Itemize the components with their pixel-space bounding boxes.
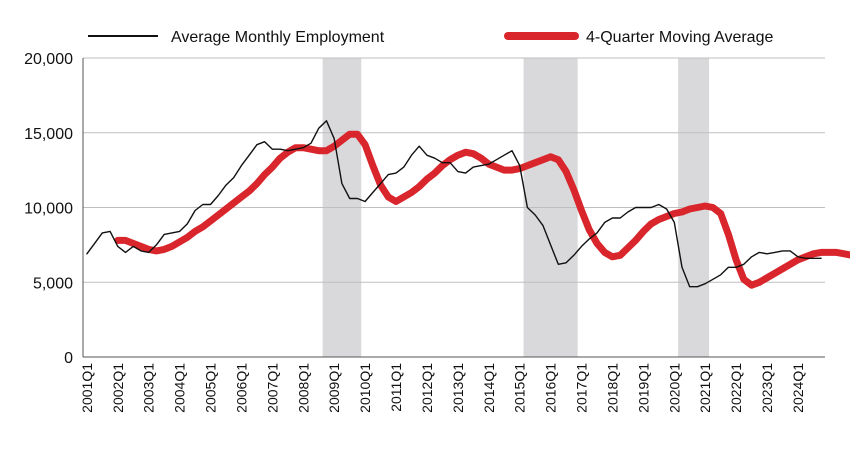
x-tick-label: 2012Q1 (419, 363, 435, 413)
y-tick-label: 10,000 (24, 201, 73, 218)
x-tick-label: 2010Q1 (357, 363, 373, 413)
x-tick-label: 2008Q1 (295, 363, 311, 413)
x-tick-label: 2011Q1 (388, 363, 404, 412)
x-tick-label: 2016Q1 (543, 363, 559, 413)
legend: Average Monthly Employment 4-Quarter Mov… (88, 29, 773, 46)
y-tick-label: 15,000 (24, 126, 73, 143)
x-tick-label: 2018Q1 (604, 363, 620, 413)
x-tick-label: 2009Q1 (326, 363, 342, 413)
x-tick-label: 2024Q1 (790, 363, 806, 413)
x-tick-label: 2004Q1 (172, 363, 188, 413)
x-tick-label: 2007Q1 (264, 363, 280, 413)
x-tick-label: 2006Q1 (233, 363, 249, 413)
moving-average-line (114, 130, 850, 289)
x-axis-tick-labels: 2001Q1 2002Q1 2003Q1 2004Q1 2005Q1 2006Q1 2007… (79, 363, 806, 413)
x-tick-label: 2021Q1 (697, 363, 713, 413)
x-tick-label: 2003Q1 (141, 363, 157, 413)
series-lines (86, 120, 850, 289)
x-tick-label: 2023Q1 (759, 363, 775, 413)
x-tick-label: 2001Q1 (79, 363, 95, 413)
x-tick-label: 2015Q1 (512, 363, 528, 413)
y-tick-label: 20,000 (24, 51, 73, 68)
x-tick-label: 2022Q1 (728, 363, 744, 413)
legend-label-employment: Average Monthly Employment (171, 29, 385, 46)
gridlines (83, 57, 825, 283)
x-tick-label: 2014Q1 (481, 363, 497, 413)
y-tick-label: 0 (64, 350, 73, 367)
x-tick-label: 2020Q1 (666, 363, 682, 413)
employment-line (86, 120, 822, 288)
y-axis-tick-labels: 0 5,000 10,000 15,000 20,000 (24, 51, 73, 367)
x-tick-label: 2013Q1 (450, 363, 466, 413)
x-tick-label: 2005Q1 (203, 363, 219, 413)
x-tick-label: 2002Q1 (110, 363, 126, 413)
legend-label-moving-average: 4-Quarter Moving Average (586, 29, 773, 46)
y-tick-label: 5,000 (33, 275, 73, 292)
x-tick-label: 2017Q1 (574, 363, 590, 413)
x-tick-label: 2019Q1 (635, 363, 651, 413)
